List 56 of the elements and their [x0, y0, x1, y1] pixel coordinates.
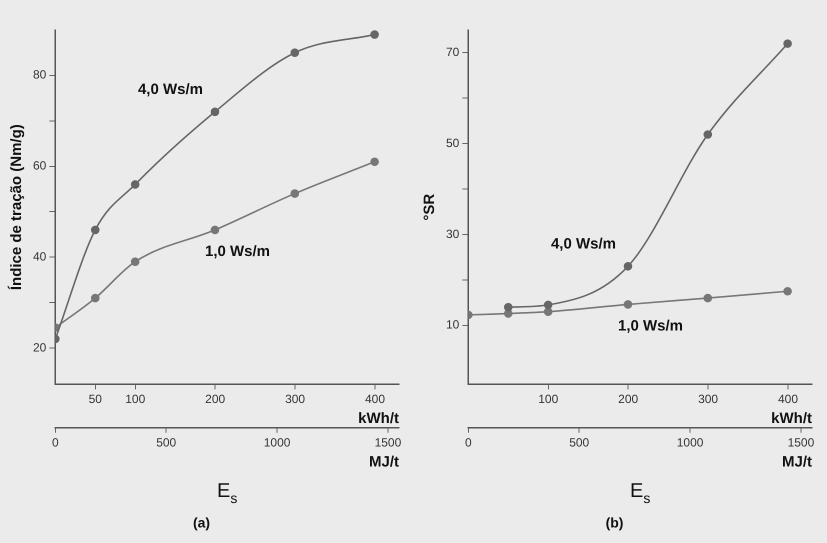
x-tick-label: 500	[156, 435, 177, 450]
y-tick-label: 30	[446, 226, 460, 241]
x2-tick-label: 400	[365, 392, 386, 406]
point	[210, 226, 220, 234]
x-axis-title: MJ/t	[369, 453, 400, 470]
point	[210, 107, 220, 116]
point	[130, 180, 140, 189]
x2-tick-label: 50	[88, 392, 102, 406]
point	[290, 48, 300, 58]
point	[624, 262, 632, 271]
point	[703, 294, 712, 302]
point	[783, 39, 792, 48]
x-tick-label: 1000	[676, 435, 704, 450]
x2-tick-label: 300	[698, 392, 718, 406]
x-tick-label: 500	[569, 435, 590, 450]
x-axis-title: MJ/t	[782, 453, 812, 470]
x-tick-label: 0	[52, 435, 60, 450]
x2-axis-title: kWh/t	[358, 410, 399, 427]
point	[290, 189, 300, 198]
y-tick-label: 50	[446, 136, 460, 150]
x-tick-label: 1500	[374, 435, 402, 450]
y-axis-title: °SR	[421, 194, 438, 221]
x2-tick-label: 100	[125, 392, 146, 406]
x2-tick-label: 200	[618, 392, 639, 406]
y-tick-label: 70	[446, 45, 460, 60]
text: (b)	[606, 514, 624, 530]
point	[544, 300, 552, 310]
point	[504, 302, 513, 312]
x2-tick-label: 400	[778, 392, 798, 406]
y-tick-label: 80	[32, 68, 47, 82]
point	[783, 286, 792, 296]
point	[544, 307, 552, 316]
x-tick-label: 1000	[264, 435, 291, 450]
x-tick-label: 0	[465, 435, 472, 450]
y-tick-label: 60	[32, 158, 47, 173]
point	[370, 157, 379, 166]
series-label: 4,0 Ws/m	[550, 235, 616, 252]
y-axis-title: Índice de tração (Nm/g)	[7, 124, 26, 290]
series-label: 1,0 Ws/m	[204, 243, 270, 260]
x-tick-label: 1500	[788, 435, 815, 450]
x2-axis-title: kWh/t	[771, 410, 812, 427]
point	[130, 257, 140, 266]
x2-tick-label: 100	[538, 392, 559, 406]
y-tick-label: 10	[446, 318, 460, 332]
point	[703, 130, 712, 139]
point	[370, 30, 379, 39]
point	[90, 294, 100, 302]
series-label: 4,0 Ws/m	[138, 80, 203, 98]
text: (a)	[192, 514, 210, 530]
point	[624, 300, 632, 309]
y-tick-label: 20	[32, 340, 47, 354]
series-label: 1,0 Ws/m	[618, 318, 684, 335]
x2-tick-label: 200	[205, 392, 226, 406]
y-tick-label: 40	[32, 249, 47, 264]
point	[90, 226, 100, 234]
x2-tick-label: 300	[285, 392, 306, 406]
